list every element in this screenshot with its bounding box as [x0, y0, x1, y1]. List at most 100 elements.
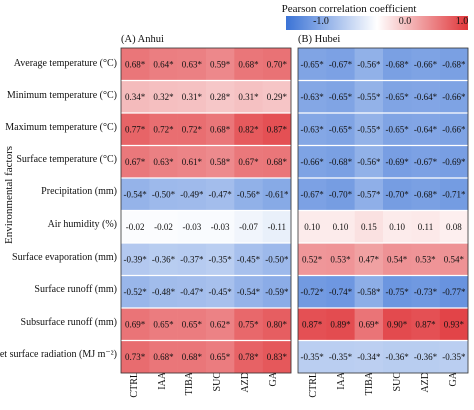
heatmap-cell-label-anhui-r9-c2: 0.68* [182, 352, 203, 362]
heatmap-cell-anhui-r3-c0 [121, 145, 150, 179]
heatmap-cell-label-hubei-r4-c5: -0.71* [442, 189, 466, 199]
heatmap-cell-label-anhui-r4-c5: -0.61* [265, 189, 289, 199]
heatmap-cell-hubei-r8-c3 [383, 308, 412, 341]
heatmap-cell-hubei-r8-c2 [354, 308, 384, 341]
heatmap-cell-label-hubei-r5-c5: 0.08 [446, 222, 462, 232]
heatmap-cell-label-hubei-r5-c3: 0.10 [389, 222, 405, 232]
heatmap-cell-label-hubei-r3-c0: -0.66* [301, 157, 325, 167]
heatmap-cell-label-anhui-r7-c4: -0.54* [237, 287, 261, 297]
heatmap-cell-label-anhui-r9-c3: 0.65* [210, 352, 231, 362]
heatmap-cell-label-anhui-r0-c1: 0.64* [153, 59, 174, 69]
heatmap-cell-label-anhui-r5-c5: -0.11 [268, 222, 286, 232]
heatmap-cell-hubei-r4-c1 [326, 178, 355, 211]
heatmap-cell-hubei-r7-c0 [298, 275, 327, 309]
column-label-anhui-iaa: IAA [157, 371, 168, 390]
row-label-minimum-temperature: Minimum temperature (°C) [7, 90, 117, 101]
heatmap-cell-hubei-r0-c0 [298, 48, 327, 81]
heatmap-cell-hubei-r8-c5 [439, 308, 469, 341]
heatmap-cell-anhui-r1-c0 [121, 80, 150, 114]
row-label-surface-evaporation: Surface evaporation (mm) [12, 252, 117, 263]
heatmap-cell-label-hubei-r1-c0: -0.63* [301, 92, 325, 102]
heatmap-cell-label-anhui-r2-c4: 0.82* [238, 124, 259, 134]
heatmap-cell-hubei-r4-c2 [354, 178, 384, 211]
column-label-anhui-tiba: TIBA [184, 371, 195, 395]
heatmap-cell-hubei-r5-c2 [354, 210, 384, 244]
heatmap-cell-label-hubei-r8-c4: 0.87* [415, 319, 436, 329]
heatmap-cell-label-hubei-r6-c5: 0.54* [444, 254, 465, 264]
heatmap-cell-label-anhui-r3-c4: 0.67* [238, 157, 259, 167]
heatmap-cell-label-anhui-r0-c5: 0.70* [267, 59, 288, 69]
heatmap-cell-anhui-r9-c4 [234, 340, 263, 374]
colorbar: Pearson correlation coefficient -1.0 0.0… [282, 3, 468, 30]
heatmap-cell-anhui-r0-c2 [177, 48, 207, 81]
colorbar-tick-min: -1.0 [313, 16, 329, 27]
heatmap-cell-hubei-r2-c2 [354, 113, 384, 146]
heatmap-cell-hubei-r2-c1 [326, 113, 355, 146]
heatmap-cell-anhui-r3-c5 [262, 145, 292, 179]
heatmap-cell-label-hubei-r6-c0: 0.52* [302, 254, 323, 264]
heatmap-cell-label-hubei-r6-c4: 0.53* [415, 254, 436, 264]
heatmap-cell-label-anhui-r4-c3: -0.47* [209, 189, 233, 199]
heatmap-cell-label-hubei-r7-c0: -0.72* [301, 287, 325, 297]
heatmap-cell-hubei-r9-c4 [411, 340, 440, 374]
column-label-hubei-ctrl: CTRL [308, 372, 319, 398]
row-label-subsurface-runoff: Subsurface runoff (mm) [21, 317, 117, 328]
heatmap-cell-hubei-r6-c3 [383, 243, 412, 276]
colorbar-tick-mid: 0.0 [399, 16, 412, 27]
heatmap-cell-anhui-r0-c0 [121, 48, 150, 81]
heatmap-cell-anhui-r4-c1 [149, 178, 178, 211]
heatmap-cell-anhui-r5-c4 [234, 210, 263, 244]
heatmap-cell-anhui-r2-c4 [234, 113, 263, 146]
heatmap-cell-hubei-r8-c0 [298, 308, 327, 341]
heatmap-cell-hubei-r5-c5 [439, 210, 469, 244]
heatmap-cell-anhui-r3-c1 [149, 145, 178, 179]
heatmap-cell-label-anhui-r1-c3: 0.28* [210, 92, 231, 102]
heatmap-cell-label-hubei-r7-c5: -0.77* [442, 287, 466, 297]
heatmap-cell-anhui-r9-c0 [121, 340, 150, 374]
heatmap-cell-label-anhui-r6-c5: -0.50* [265, 254, 289, 264]
heatmap-cell-anhui-r9-c1 [149, 340, 178, 374]
heatmap-cell-label-anhui-r9-c0: 0.73* [125, 352, 146, 362]
heatmap-cell-label-anhui-r3-c5: 0.68* [267, 157, 288, 167]
heatmap-cell-hubei-r5-c3 [383, 210, 412, 244]
heatmap-cell-label-anhui-r6-c0: -0.39* [124, 254, 148, 264]
heatmap-cell-label-hubei-r4-c3: -0.70* [386, 189, 410, 199]
row-label-surface-temperature: Surface temperature (°C) [16, 154, 117, 165]
colorbar-gradient [286, 16, 468, 30]
heatmap-cell-anhui-r5-c5 [262, 210, 292, 244]
heatmap-cell-label-anhui-r8-c2: 0.65* [182, 319, 203, 329]
heatmap-cell-anhui-r6-c0 [121, 243, 150, 276]
column-label-anhui-azd: AZD [240, 372, 251, 393]
heatmap-panel-hubei: -0.65* -0.67* -0.56* -0.68* -0.66* -0.68* -0.6… [298, 48, 469, 374]
heatmap-cell-hubei-r7-c4 [411, 275, 440, 309]
colorbar-title: Pearson correlation coefficient [282, 3, 417, 15]
heatmap-cell-label-hubei-r2-c3: -0.65* [386, 124, 410, 134]
heatmap-cell-anhui-r2-c1 [149, 113, 178, 146]
heatmap-cell-label-hubei-r3-c5: -0.69* [442, 157, 466, 167]
heatmap-cell-anhui-r5-c0 [121, 210, 150, 244]
heatmap-cell-label-anhui-r6-c4: -0.45* [237, 254, 261, 264]
heatmap-cell-hubei-r1-c5 [439, 80, 469, 114]
heatmap-cell-label-anhui-r6-c3: -0.35* [209, 254, 233, 264]
heatmap-cell-label-hubei-r7-c3: -0.75* [386, 287, 410, 297]
column-labels-hubei: CTRL IAA TIBA SUC AZD GA [308, 371, 459, 397]
heatmap-cell-label-anhui-r2-c3: 0.68* [210, 124, 231, 134]
heatmap-cell-label-anhui-r0-c0: 0.68* [125, 59, 146, 69]
heatmap-cell-anhui-r4-c4 [234, 178, 263, 211]
heatmap-cell-anhui-r6-c1 [149, 243, 178, 276]
heatmap-cell-label-hubei-r9-c3: -0.36* [386, 352, 410, 362]
heatmap-cell-hubei-r9-c5 [439, 340, 469, 374]
heatmap-cell-anhui-r5-c1 [149, 210, 178, 244]
heatmap-cell-hubei-r0-c4 [411, 48, 440, 81]
heatmap-cell-label-anhui-r0-c3: 0.59* [210, 59, 231, 69]
heatmap-cell-label-anhui-r9-c5: 0.83* [267, 352, 288, 362]
heatmap-cell-label-hubei-r1-c1: -0.65* [329, 92, 353, 102]
heatmap-cell-label-hubei-r4-c2: -0.57* [357, 189, 381, 199]
heatmap-cell-hubei-r9-c2 [354, 340, 384, 374]
heatmap-cell-anhui-r4-c0 [121, 178, 150, 211]
heatmap-cell-label-hubei-r6-c3: 0.54* [387, 254, 408, 264]
heatmap-cell-anhui-r8-c0 [121, 308, 150, 341]
heatmap-cell-hubei-r0-c5 [439, 48, 469, 81]
heatmap-cell-anhui-r3-c3 [206, 145, 235, 179]
